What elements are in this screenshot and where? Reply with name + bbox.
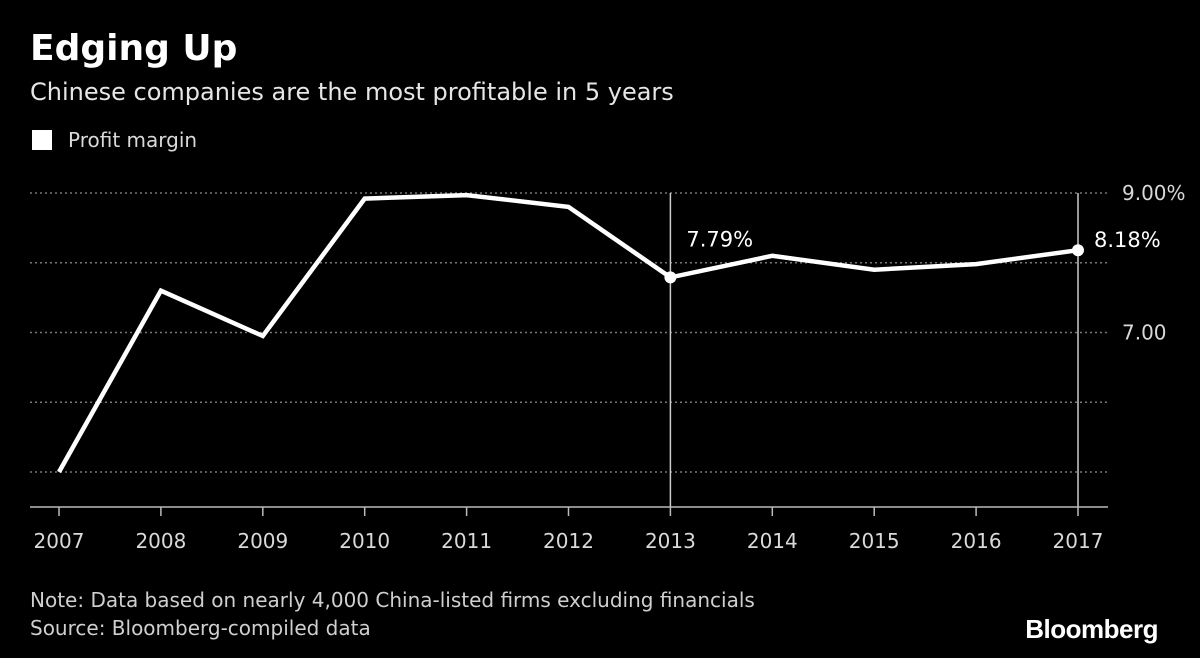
data-point [1072,244,1084,257]
note-text: Note: Data based on nearly 4,000 China-l… [30,588,755,612]
x-tick-label: 2008 [135,529,186,553]
data-point [664,271,677,284]
profit-margin-line [57,192,1079,474]
chart-subtitle: Chinese companies are the most profitabl… [30,78,674,106]
data-label: 8.18% [1094,228,1161,252]
x-tick-label: 2014 [747,529,798,553]
x-tick-label: 2017 [1053,529,1104,553]
bloomberg-logo: Bloomberg [1025,614,1158,644]
legend: Profit margin [32,128,197,152]
x-tick-label: 2010 [339,529,390,553]
x-tick-label: 2012 [543,529,594,553]
data-label: 7.79% [686,227,753,251]
x-tick-label: 2011 [441,529,492,553]
footnotes: Note: Data based on nearly 4,000 China-l… [30,586,755,642]
y-tick-label: 9.00% [1122,181,1186,205]
chart-title: Edging Up [30,28,238,69]
source-text: Source: Bloomberg-compiled data [30,616,371,640]
legend-label: Profit margin [68,128,198,152]
y-tick-label: 7.00 [1122,321,1167,345]
legend-swatch [32,130,52,150]
x-tick-label: 2016 [951,529,1002,553]
x-tick-label: 2007 [34,529,85,553]
x-tick-label: 2013 [645,529,696,553]
x-tick-label: 2015 [849,529,900,553]
x-tick-label: 2009 [237,529,288,553]
